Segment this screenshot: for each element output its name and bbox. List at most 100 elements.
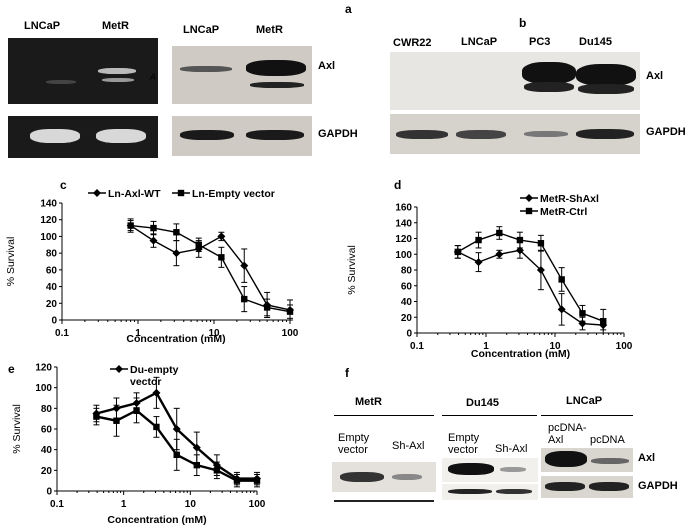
panel-a-left-blot-gapdh [8, 116, 158, 158]
series-1 [453, 241, 608, 331]
y-tick-label: 120 [40, 215, 57, 226]
y-tick-label: 80 [46, 249, 58, 260]
panel-b-axl-label: Axl [646, 70, 664, 82]
panel-f-group-2-blot-gapdh [442, 484, 538, 500]
x-tick-label: 100 [282, 328, 299, 339]
y-tick-label: 60 [46, 265, 58, 276]
panel-a-left-lane-1: LNCaP [24, 20, 61, 32]
panel-b-letter: b [519, 16, 527, 30]
data-point [253, 477, 261, 484]
data-point [263, 304, 271, 311]
y-tick-label: 140 [395, 218, 412, 229]
panel-a-arrow-mark: A [150, 72, 157, 82]
y-tick-label: 120 [35, 363, 52, 374]
legend-label: MetR-ShAxl [540, 193, 599, 205]
data-point [127, 222, 134, 229]
panel-d-letter: d [394, 178, 402, 192]
panel-f-group-2-blot-axl [442, 458, 538, 482]
y-tick-label: 160 [395, 203, 412, 214]
panel-a-right-blot-gapdh [172, 116, 312, 156]
y-tick-label: 80 [401, 266, 413, 277]
y-tick-label: 0 [46, 487, 52, 498]
data-point [113, 417, 120, 424]
data-point [495, 250, 504, 259]
panel-f-group-3-blot-axl [541, 448, 633, 472]
panel-f-group-2-lane-1: Empty vector [448, 432, 480, 456]
panel-a-left-lane-2: MetR [102, 20, 129, 32]
data-point [213, 467, 221, 474]
panel-f-group-2-line [442, 415, 537, 416]
data-point [150, 224, 157, 232]
panel-f-group-3-line [541, 415, 633, 416]
data-point [600, 317, 607, 325]
y-tick-label: 40 [41, 445, 53, 456]
data-point [93, 413, 100, 420]
data-point [192, 443, 201, 452]
series-line [130, 224, 291, 311]
x-tick-label: 1 [135, 328, 141, 339]
panel-b-lane-3: PC3 [529, 36, 551, 48]
data-point [217, 232, 226, 241]
panel-f-group-1-lane-1: Empty vector [338, 432, 370, 456]
data-point [172, 425, 181, 433]
y-tick-label: 80 [41, 404, 53, 415]
data-point [475, 236, 482, 244]
y-tick-label: 100 [395, 250, 412, 261]
series-line [457, 232, 604, 322]
data-point [454, 248, 461, 256]
x-tick-label: 1 [121, 499, 127, 510]
legend-entry: Ln-Axl-WT [88, 188, 161, 200]
data-point [536, 266, 545, 274]
y-tick-label: 140 [40, 199, 57, 210]
panel-b-lane-4: Du145 [579, 36, 613, 48]
data-point [241, 295, 248, 303]
panel-f-group-2-lane-2: Sh-Axl [495, 443, 528, 455]
x-tick-label: 10 [208, 328, 220, 339]
y-tick-label: 40 [46, 282, 58, 293]
legend-entry: MetR-Ctrl [520, 206, 587, 218]
panel-e-letter: e [8, 362, 15, 376]
panel-f-axl-label: Axl [638, 452, 656, 464]
panel-b-lane-1: CWR22 [393, 37, 432, 49]
y-axis-label: % Survival [5, 237, 17, 287]
chart-e: 0 20 40 60 80 100 120 0.1 1 10 100 Concentration (m… [11, 363, 266, 527]
legend-label: MetR-Ctrl [540, 206, 587, 218]
x-tick-label: 100 [249, 499, 266, 510]
y-tick-label: 40 [401, 297, 413, 308]
y-tick-label: 100 [35, 383, 52, 394]
legend-marker [115, 365, 123, 373]
data-point [152, 388, 161, 397]
panel-a-axl-label: Axl [318, 60, 336, 72]
panel-f-letter: f [345, 366, 349, 380]
panel-f-gapdh-label: GAPDH [638, 480, 678, 492]
legend-label: Du-empty [130, 364, 179, 376]
series-2 [454, 226, 607, 334]
panel-f-group-1-blot-axl [332, 462, 436, 492]
x-tick-label: 1 [483, 341, 489, 352]
data-point [173, 451, 180, 459]
data-point [474, 258, 483, 267]
panel-c-letter: c [60, 178, 67, 192]
y-axis-label: % Survival [346, 245, 358, 295]
panel-b-lane-2: LNCaP [461, 36, 498, 48]
panel-a-right-lane-1: LNCaP [183, 24, 220, 36]
panel-b-blot-gapdh [390, 114, 640, 154]
x-axis-label: Concentration (mM) [471, 348, 570, 360]
data-point [153, 423, 160, 431]
series-2 [127, 218, 294, 319]
data-point [286, 308, 294, 315]
series-2 [93, 397, 261, 488]
data-point [516, 236, 524, 244]
y-axis-label: % Survival [11, 404, 23, 454]
x-axis-label: Concentration (mM) [107, 514, 206, 526]
data-point [193, 461, 200, 469]
panel-a-left-blot-axl [8, 38, 158, 104]
y-tick-label: 120 [395, 234, 412, 245]
legend-label: Ln-Axl-WT [108, 188, 161, 200]
y-tick-label: 60 [401, 281, 413, 292]
x-tick-label: 10 [185, 499, 197, 510]
panel-f-group-3-blot-gapdh [541, 476, 633, 498]
panel-a-gapdh-label: GAPDH [318, 128, 358, 140]
y-tick-label: 20 [46, 299, 58, 310]
panel-b-gapdh-label: GAPDH [646, 126, 686, 138]
